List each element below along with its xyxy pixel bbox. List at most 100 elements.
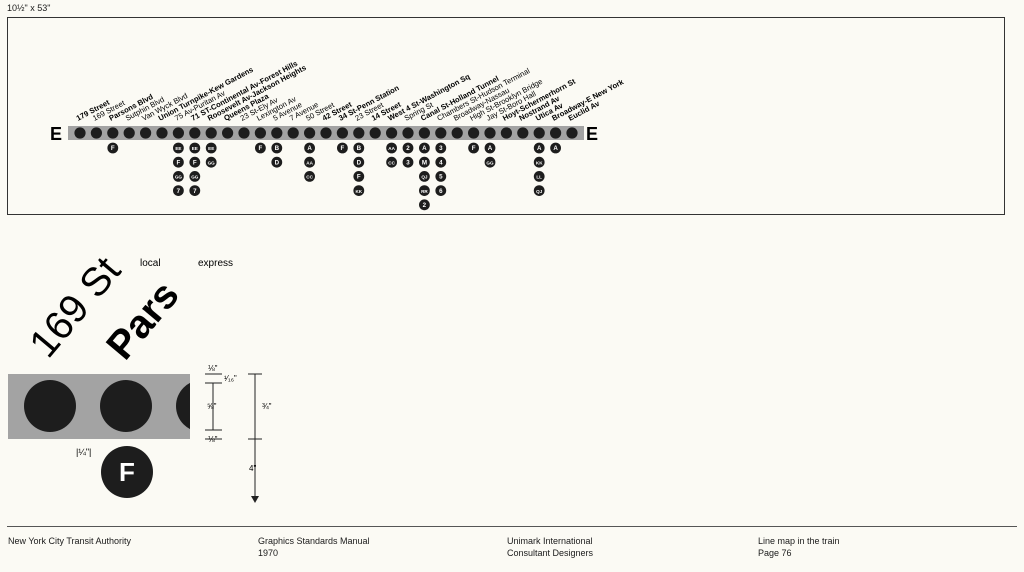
station-dot: [304, 127, 316, 139]
transfer-bullet: [173, 185, 184, 197]
station-dot: [254, 127, 266, 139]
station-dot: [90, 127, 102, 139]
transfer-bullet-label: 6: [439, 188, 443, 195]
transfer-bullet-label: EE: [192, 146, 198, 151]
transfer-bullet: [435, 156, 447, 168]
transfer-bullet: [189, 171, 201, 182]
transfer-bullet-label: F: [111, 145, 115, 152]
station-dot: [336, 127, 348, 139]
station-dot: [451, 127, 463, 139]
dim-three-quarters: ¾": [262, 402, 272, 411]
station-dot: [386, 127, 398, 139]
transfer-bullet-label: A: [537, 145, 542, 152]
station-dot: [222, 127, 234, 139]
transfer-bullet-label: EE: [208, 146, 214, 151]
station-dot: [369, 127, 381, 139]
transfer-bullet-label: A: [488, 145, 493, 152]
dim-four: 4": [249, 464, 256, 473]
transfer-bullet: [419, 171, 430, 182]
footer-designer-role: Consultant Designers: [507, 548, 594, 558]
station-dot: [566, 127, 578, 139]
transfer-bullet-label: F: [259, 145, 263, 152]
transfer-bullet-label: F: [472, 145, 476, 152]
station-dot: [418, 127, 430, 139]
transfer-bullet: [435, 185, 447, 197]
transfer-bullet-label: KK: [536, 160, 543, 165]
station-dot: [500, 127, 512, 139]
transfer-bullet: [189, 156, 201, 168]
transfer-bullet-label: QJ: [536, 189, 543, 194]
transfer-bullet: [484, 142, 496, 154]
transfer-bullet: [353, 156, 365, 168]
footer-authority: New York City Transit Authority: [8, 535, 131, 547]
route-bullet-letter: F: [119, 457, 135, 487]
transfer-bullet: [271, 156, 283, 168]
transfer-bullet-label: 2: [406, 145, 410, 152]
footer-page: Line map in the train Page 76: [758, 535, 840, 559]
line-letter-start: E: [50, 124, 62, 144]
station-dot: [435, 127, 447, 139]
footer-page-number: Page 76: [758, 548, 792, 558]
transfer-bullet-label: CC: [388, 160, 395, 165]
transfer-bullet: [205, 156, 217, 168]
transfer-bullet-label: 3: [406, 159, 410, 166]
transfer-bullet: [173, 156, 184, 168]
station-dot-specimen: [100, 380, 152, 432]
transfer-bullet: [386, 156, 397, 168]
route-bullet-specimen: [101, 446, 153, 498]
transfer-bullet: [337, 142, 348, 154]
transfer-bullet-label: 2: [423, 202, 427, 209]
dim-eighth-bottom: ⅛": [208, 435, 218, 444]
transfer-bullet: [419, 156, 430, 168]
transfer-bullet: [402, 156, 414, 168]
transfer-bullet: [205, 142, 217, 154]
transfer-bullet-label: KK: [355, 189, 362, 194]
station-dot: [189, 127, 201, 139]
transfer-bullet-label: GG: [175, 175, 183, 180]
footer-manual: Graphics Standards Manual 1970: [258, 535, 370, 559]
station-dot: [517, 127, 529, 139]
transfer-bullet: [304, 142, 315, 154]
dim-five-eighths: ⅝": [207, 402, 217, 411]
transfer-bullet-label: LL: [536, 175, 542, 180]
transfer-bullet-label: M: [422, 159, 427, 166]
transfer-bullet-label: AA: [306, 160, 313, 165]
transfer-bullet: [533, 156, 545, 168]
transfer-bullet: [271, 142, 283, 154]
footer-manual-year: 1970: [258, 548, 279, 558]
station-dot: [484, 127, 496, 139]
transfer-bullet: [304, 156, 315, 168]
station-dot-specimen: [24, 380, 76, 432]
line-map-frame: E E 179 Street 169 Street Parsons Blvd F Sutph…: [7, 17, 1005, 215]
transfer-bullet: [255, 142, 266, 154]
transfer-bullet: [189, 185, 201, 197]
transfer-bullet-label: A: [422, 145, 427, 152]
local-label: local: [140, 258, 161, 269]
footer-authority-text: New York City Transit Authority: [8, 536, 132, 546]
transfer-bullet-label: CC: [306, 175, 313, 180]
transfer-bullet: [189, 142, 201, 154]
transfer-bullet-label: AA: [388, 146, 395, 151]
transfer-bullet-label: GG: [208, 160, 216, 165]
dim-eighth-top: ⅛": [208, 364, 218, 373]
dim-quarter-label: |¼"|: [76, 447, 91, 457]
transfer-bullet: [533, 142, 545, 154]
transfer-bullet-label: 7: [193, 188, 197, 195]
station-dot: [238, 127, 250, 139]
transfer-bullet-label: RR: [421, 189, 428, 194]
transfer-bullet-label: F: [177, 159, 181, 166]
station-dot: [123, 127, 135, 139]
transfer-bullet: [353, 142, 365, 154]
station-dot: [74, 127, 86, 139]
transfer-bullet: [435, 142, 447, 154]
arrow-down-icon: [251, 496, 259, 503]
footer-designers: Unimark International Consultant Designe…: [507, 535, 593, 559]
transfer-bullet: [173, 142, 184, 154]
transfer-bullet: [533, 171, 545, 182]
transfer-bullet-label: 4: [439, 159, 443, 166]
station-dot: [533, 127, 545, 139]
size-label: 10½" x 53": [7, 3, 51, 13]
transfer-bullet: [484, 156, 496, 168]
station-dot: [320, 127, 332, 139]
